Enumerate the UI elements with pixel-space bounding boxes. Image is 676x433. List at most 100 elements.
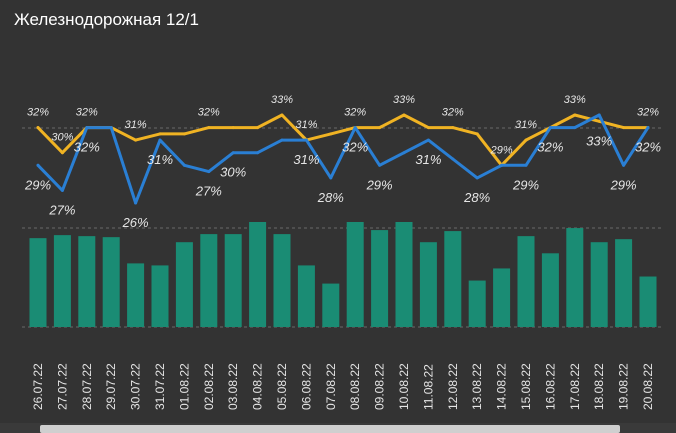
chart-title: Железнодорожная 12/1 [14,10,199,29]
x-tick-26.07.22: 26.07.22 [31,363,45,410]
point-blue-01.08.22 [182,163,186,167]
x-tick-13.08.22: 13.08.22 [470,363,484,410]
label-yellow-08.08.22: 32% [344,107,366,119]
x-tick-07.08.22: 07.08.22 [324,363,338,410]
point-blue-13.08.22 [475,176,479,180]
label-blue-27.07.22: 27% [48,202,75,217]
bar-28.07.22 [78,236,96,327]
point-blue-16.08.22 [548,126,552,130]
x-tick-28.07.22: 28.07.22 [80,363,94,410]
bar-17.08.22 [566,228,584,327]
bar-27.07.22 [53,235,71,327]
point-blue-12.08.22 [451,157,455,161]
bar-02.08.22 [200,234,218,327]
point-yellow-17.08.22 [573,113,577,117]
label-yellow-14.08.22: 29% [490,144,513,156]
point-yellow-15.08.22 [524,138,528,142]
label-blue-31.07.22: 31% [147,152,173,167]
x-tick-29.07.22: 29.07.22 [104,363,118,410]
point-blue-02.08.22 [207,170,211,174]
label-yellow-05.08.22: 33% [271,94,293,106]
x-tick-05.08.22: 05.08.22 [275,363,289,410]
bar-13.08.22 [468,280,486,327]
label-yellow-10.08.22: 33% [393,94,415,106]
chart-svg: 32%29%30%27%32%32%31%26%31%32%27%30%33%3… [22,94,664,410]
bar-18.08.22 [590,242,608,327]
label-blue-20.08.22: 32% [635,140,661,155]
bar-10.08.22 [395,222,413,327]
line-series-blue [36,113,650,205]
bar-31.07.22 [151,265,169,327]
x-tick-14.08.22: 14.08.22 [495,363,509,410]
point-yellow-18.08.22 [597,119,601,123]
label-yellow-12.08.22: 32% [442,107,464,119]
label-blue-02.08.22: 27% [195,184,222,199]
point-blue-09.08.22 [378,163,382,167]
bar-29.07.22 [102,237,120,327]
label-blue-28.07.22: 32% [74,140,100,155]
point-blue-27.07.22 [60,188,64,192]
point-yellow-01.08.22 [182,132,186,136]
point-blue-03.08.22 [231,151,235,155]
label-blue-03.08.22: 30% [220,165,246,180]
point-blue-19.08.22 [622,163,626,167]
point-blue-14.08.22 [500,163,504,167]
bar-05.08.22 [273,234,291,327]
label-blue-16.08.22: 32% [537,140,563,155]
label-yellow-02.08.22: 32% [198,107,220,119]
label-blue-19.08.22: 29% [610,177,637,192]
bar-04.08.22 [249,222,267,327]
label-yellow-20.08.22: 32% [637,107,659,119]
label-blue-13.08.22: 28% [463,190,490,205]
point-yellow-31.07.22 [158,132,162,136]
bar-12.08.22 [444,231,462,327]
label-blue-26.07.22: 29% [24,177,51,192]
point-blue-29.07.22 [109,126,113,130]
point-blue-06.08.22 [304,138,308,142]
x-tick-09.08.22: 09.08.22 [373,363,387,410]
bar-11.08.22 [419,242,437,327]
x-tick-27.07.22: 27.07.22 [55,363,69,410]
bar-26.07.22 [29,238,47,327]
point-yellow-30.07.22 [134,138,138,142]
bar-20.08.22 [639,276,657,327]
point-yellow-19.08.22 [622,126,626,130]
x-tick-17.08.22: 17.08.22 [568,363,582,410]
x-tick-04.08.22: 04.08.22 [251,363,265,410]
point-yellow-11.08.22 [426,126,430,130]
point-yellow-26.07.22 [36,126,40,130]
point-yellow-09.08.22 [378,126,382,130]
point-blue-04.08.22 [256,151,260,155]
x-tick-20.08.22: 20.08.22 [641,363,655,410]
label-yellow-15.08.22: 31% [515,119,537,131]
bar-09.08.22 [371,230,389,327]
x-tick-01.08.22: 01.08.22 [177,363,191,410]
label-blue-30.07.22: 26% [122,215,149,230]
point-yellow-02.08.22 [207,126,211,130]
point-yellow-10.08.22 [402,113,406,117]
x-tick-08.08.22: 08.08.22 [348,363,362,410]
x-tick-15.08.22: 15.08.22 [519,363,533,410]
label-yellow-30.07.22: 31% [125,119,147,131]
point-yellow-03.08.22 [231,126,235,130]
label-blue-15.08.22: 29% [512,177,539,192]
x-tick-10.08.22: 10.08.22 [397,363,411,410]
bar-19.08.22 [615,239,633,327]
scrollbar-thumb[interactable] [40,425,620,433]
point-blue-11.08.22 [426,138,430,142]
bar-15.08.22 [517,236,535,327]
point-yellow-13.08.22 [475,132,479,136]
point-blue-15.08.22 [524,163,528,167]
point-blue-26.07.22 [36,163,40,167]
point-blue-20.08.22 [646,126,650,130]
label-yellow-27.07.22: 30% [51,132,73,144]
label-blue-07.08.22: 28% [317,190,344,205]
label-yellow-17.08.22: 33% [564,94,586,106]
bar-07.08.22 [322,283,340,327]
point-blue-28.07.22 [85,126,89,130]
label-blue-18.08.22: 33% [586,133,612,148]
x-tick-03.08.22: 03.08.22 [226,363,240,410]
point-blue-08.08.22 [353,126,357,130]
label-blue-08.08.22: 32% [342,140,368,155]
